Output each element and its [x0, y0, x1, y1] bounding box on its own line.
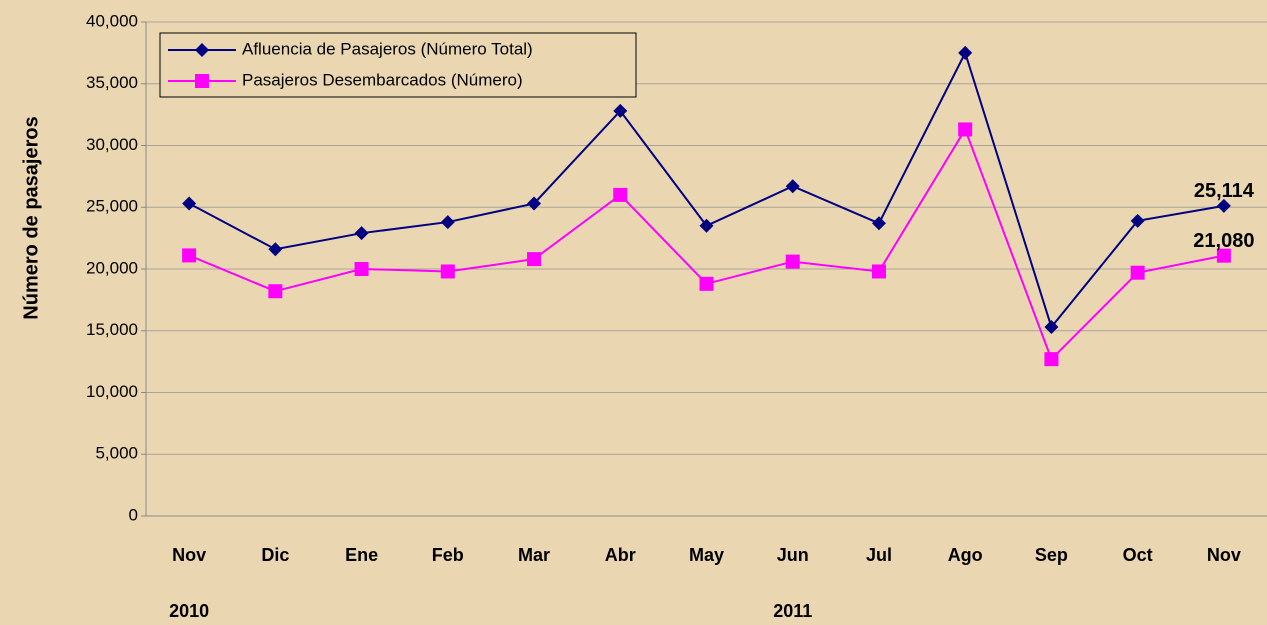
marker [268, 242, 283, 257]
x-tick-label: Jul [866, 545, 892, 565]
x-group-label: 2010 [169, 601, 209, 621]
marker [613, 103, 628, 118]
marker [268, 284, 283, 299]
x-tick-label: May [689, 545, 724, 565]
marker [613, 187, 628, 202]
y-axis-title: Número de pasajeros [20, 116, 42, 319]
x-tick-label: Dic [261, 545, 289, 565]
legend-label: Afluencia de Pasajeros (Número Total) [242, 39, 533, 58]
marker [871, 216, 886, 231]
value-label: 21,080 [1193, 230, 1254, 252]
marker [354, 262, 369, 276]
marker [958, 122, 973, 137]
value-label: 25,114 [1194, 180, 1255, 202]
marker [527, 196, 542, 211]
marker [785, 179, 800, 194]
y-tick-label: 0 [129, 505, 138, 524]
marker [785, 254, 800, 269]
x-tick-label: Nov [1207, 545, 1241, 565]
y-tick-label: 40,000 [86, 11, 138, 30]
marker [871, 264, 886, 279]
marker [1044, 320, 1059, 335]
marker [1216, 248, 1231, 263]
marker [354, 226, 369, 241]
marker [182, 248, 197, 263]
x-tick-label: Mar [518, 545, 550, 565]
y-tick-label: 20,000 [86, 258, 138, 277]
marker [440, 264, 455, 279]
y-tick-label: 35,000 [86, 73, 138, 92]
x-group-label: 2011 [773, 601, 812, 621]
legend-label: Pasajeros Desembarcados (Número) [242, 70, 523, 89]
marker [182, 196, 197, 211]
x-tick-label: Ago [948, 545, 983, 565]
marker [1130, 213, 1145, 228]
marker [1130, 265, 1145, 280]
marker [699, 276, 714, 291]
marker [440, 215, 455, 230]
marker [195, 74, 209, 88]
y-tick-label: 10,000 [86, 382, 138, 401]
marker [699, 218, 714, 233]
marker [527, 252, 542, 267]
x-tick-label: Sep [1035, 545, 1068, 565]
marker [958, 45, 973, 60]
marker [195, 43, 209, 57]
x-tick-label: Nov [172, 545, 206, 565]
y-tick-label: 5,000 [95, 444, 138, 463]
x-tick-label: Oct [1123, 545, 1153, 565]
y-tick-label: 15,000 [86, 320, 138, 339]
x-tick-label: Feb [432, 545, 464, 565]
x-tick-label: Ene [345, 545, 378, 565]
marker [1044, 352, 1059, 367]
y-tick-label: 30,000 [86, 135, 138, 154]
x-tick-label: Jun [777, 545, 809, 565]
marker [1216, 198, 1231, 213]
x-tick-label: Abr [605, 545, 636, 565]
y-tick-label: 25,000 [86, 197, 138, 216]
legend-box [159, 32, 637, 98]
